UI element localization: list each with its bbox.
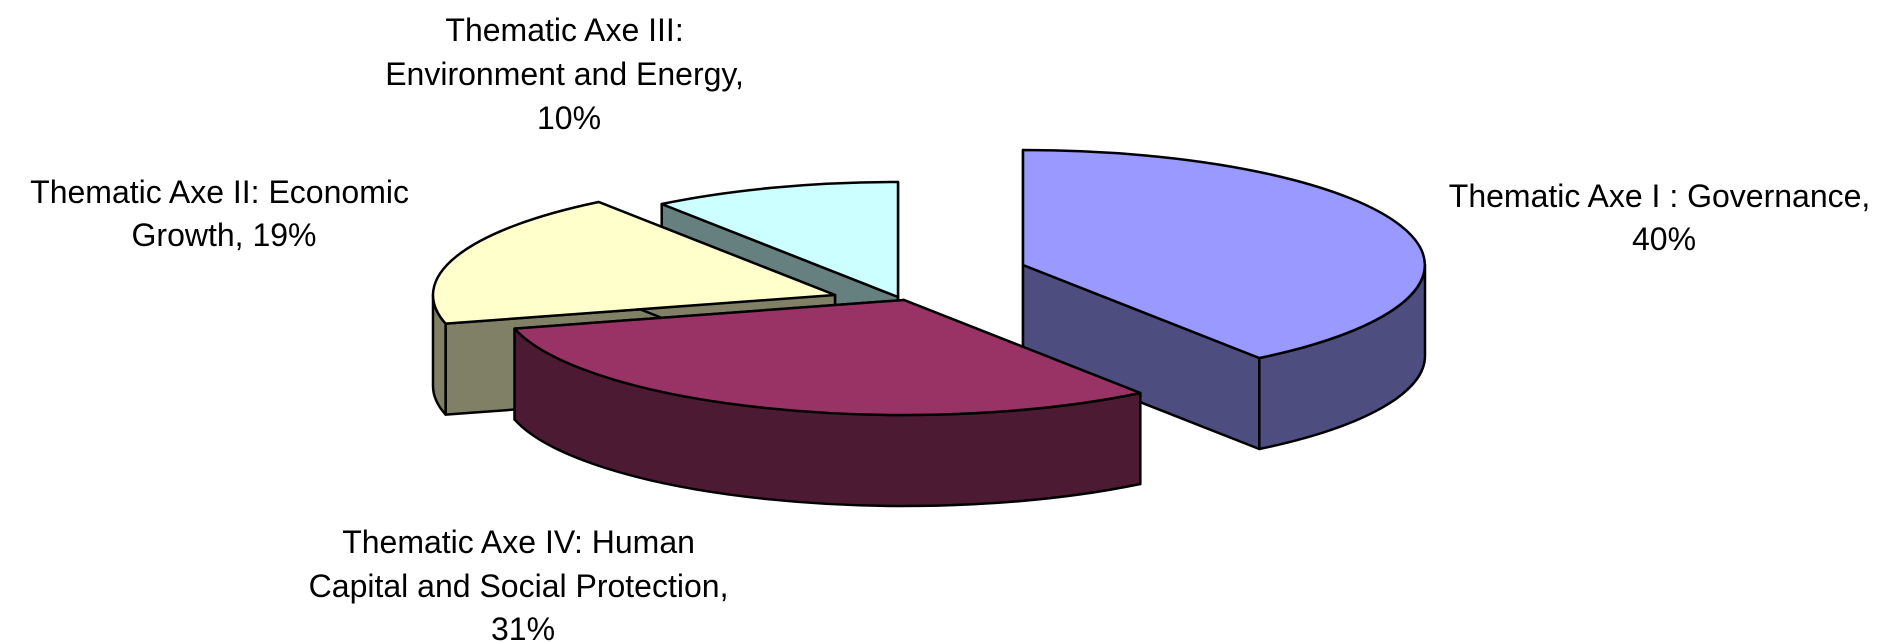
pie-slices — [431, 148, 1427, 508]
label-human-line-1: Thematic Axe IV: Human — [342, 524, 695, 560]
label-human-line-3: 31% — [491, 611, 555, 642]
label-slice-governance: Thematic Axe I : Governance, 40% — [1449, 178, 1879, 257]
slice-human-capital-top — [513, 298, 1142, 417]
slice-economic-growth-top — [431, 200, 837, 325]
label-slice-environment: Thematic Axe III: Environment and Energy… — [385, 12, 753, 136]
label-governance-line-1: Thematic Axe I : Governance, — [1449, 178, 1871, 214]
label-slice-human-capital: Thematic Axe IV: Human Capital and Socia… — [309, 524, 738, 642]
label-human-line-2: Capital and Social Protection, — [309, 568, 729, 604]
label-environment-line-1: Thematic Axe III: — [445, 12, 683, 48]
label-economic-line-1: Thematic Axe II: Economic — [30, 174, 409, 210]
slice-environment-top — [660, 180, 900, 299]
label-economic-line-2: Growth, 19% — [132, 217, 317, 253]
slice-governance-top — [1021, 148, 1427, 360]
label-slice-economic-growth: Thematic Axe II: Economic Growth, 19% — [30, 174, 418, 253]
label-governance-line-2: 40% — [1632, 221, 1696, 257]
label-environment-line-3: 10% — [537, 100, 601, 136]
label-environment-line-2: Environment and Energy, — [385, 56, 744, 92]
